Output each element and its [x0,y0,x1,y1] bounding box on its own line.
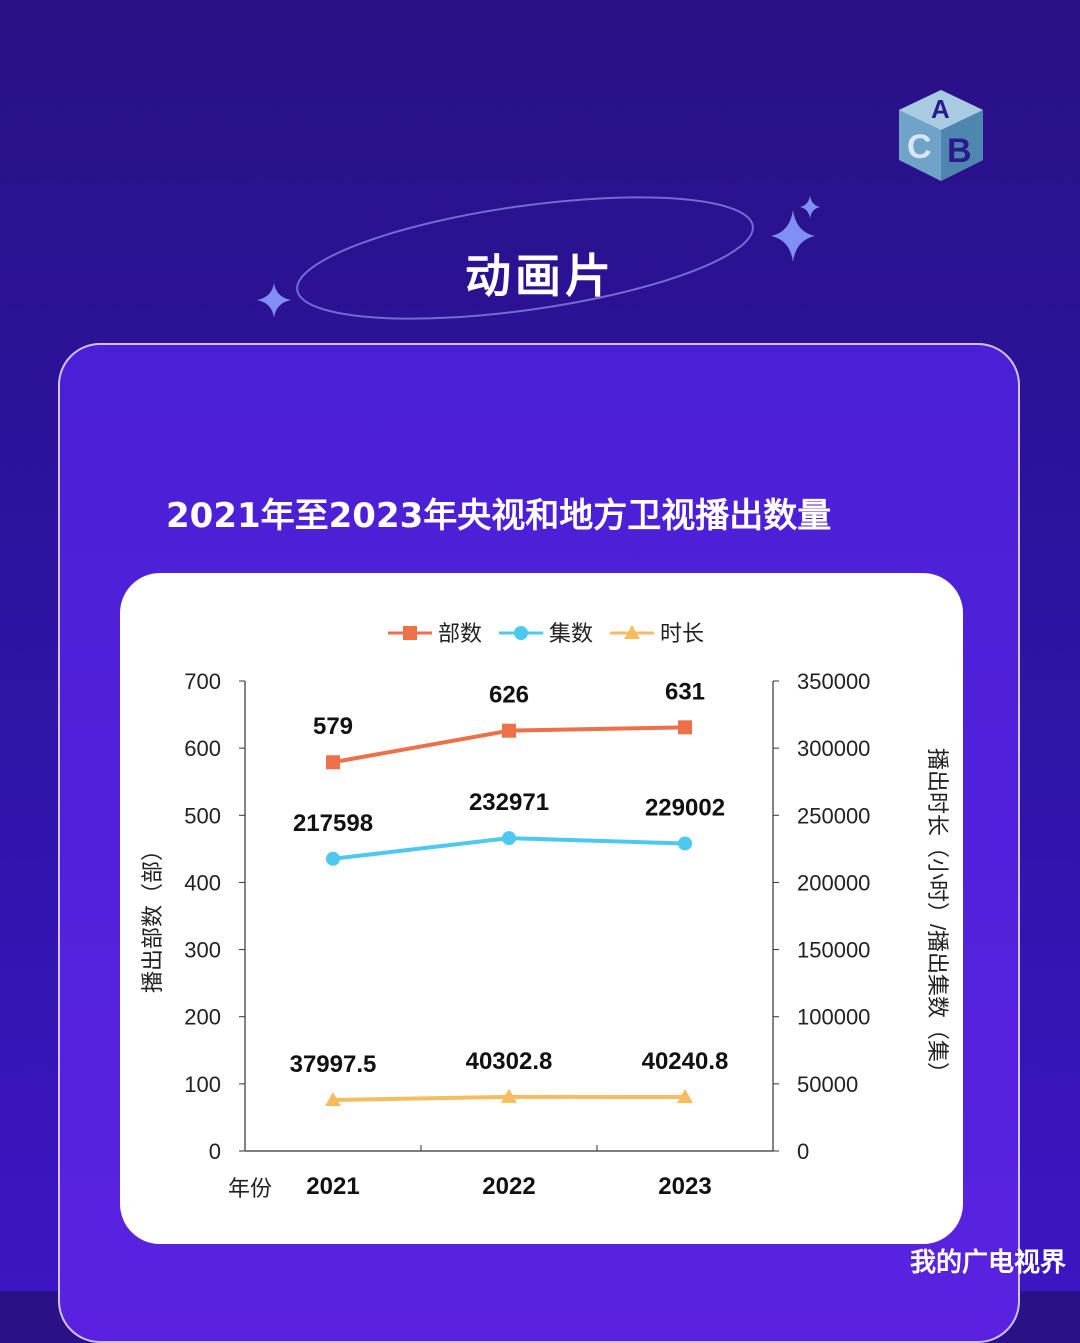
legend-marker [514,626,528,640]
section-title: 动画片 [465,249,615,303]
data-label: 217598 [293,810,373,837]
legend-marker [403,626,417,640]
data-label: 626 [489,682,529,709]
right-tick-label: 150000 [797,938,870,963]
legend-label: 部数 [438,621,482,646]
legend-marker [624,625,640,639]
left-tick-label: 300 [184,938,221,963]
data-point [502,723,516,738]
line-chart: 0 100 200 300 400 500 600 700 0 50000 100000 150000… [140,621,950,1201]
left-tick-label: 600 [184,736,221,761]
x-axis-label: 年份 [228,1176,272,1201]
svg-text:B: B [947,132,972,170]
legend-label: 集数 [549,621,593,646]
data-point [678,720,692,735]
watermark: 我的广电视界 [909,1248,1066,1278]
left-tick-label: 400 [184,870,221,895]
right-axis-label: 播出时长（小时）/播出集数（集） [925,748,950,1084]
right-tick-label: 50000 [797,1072,858,1097]
left-tick-label: 700 [184,669,221,694]
data-label: 37997.5 [290,1051,377,1078]
right-tick-label: 350000 [797,669,870,694]
left-tick-label: 500 [184,803,221,828]
data-point [678,836,692,851]
sparkle-icon [257,195,820,318]
left-tick-label: 0 [209,1139,221,1164]
right-tick-label: 200000 [797,870,870,895]
data-label: 40302.8 [466,1048,553,1075]
right-tick-label: 100000 [797,1005,870,1030]
acb-logo-icon: A C B [895,88,987,183]
chart-card: 0 100 200 300 400 500 600 700 0 50000 100000 150000… [120,573,963,1244]
x-tick-label: 2021 [306,1173,359,1200]
data-label: 232971 [469,789,549,816]
legend-label: 时长 [660,621,704,646]
data-label: 579 [313,713,353,740]
data-label: 40240.8 [642,1048,729,1075]
data-point [677,1088,693,1103]
right-tick-label: 0 [797,1139,809,1164]
left-tick-label: 200 [184,1005,221,1030]
data-point [502,831,516,846]
data-label: 631 [665,678,705,705]
left-tick-label: 100 [184,1072,221,1097]
data-label: 229002 [645,794,725,821]
x-tick-label: 2023 [658,1173,711,1200]
right-tick-label: 250000 [797,803,870,828]
data-point [501,1088,517,1103]
svg-text:C: C [907,128,932,166]
svg-text:A: A [931,94,950,124]
left-axis-label: 播出部数（部） [140,839,165,993]
x-tick-label: 2022 [482,1173,535,1200]
data-point [326,755,340,770]
data-point [325,1091,341,1106]
title-decoration [257,195,820,320]
right-tick-label: 300000 [797,736,870,761]
chart-title: 2021年至2023年央视和地方卫视播出数量 [166,496,832,536]
data-point [326,851,340,866]
